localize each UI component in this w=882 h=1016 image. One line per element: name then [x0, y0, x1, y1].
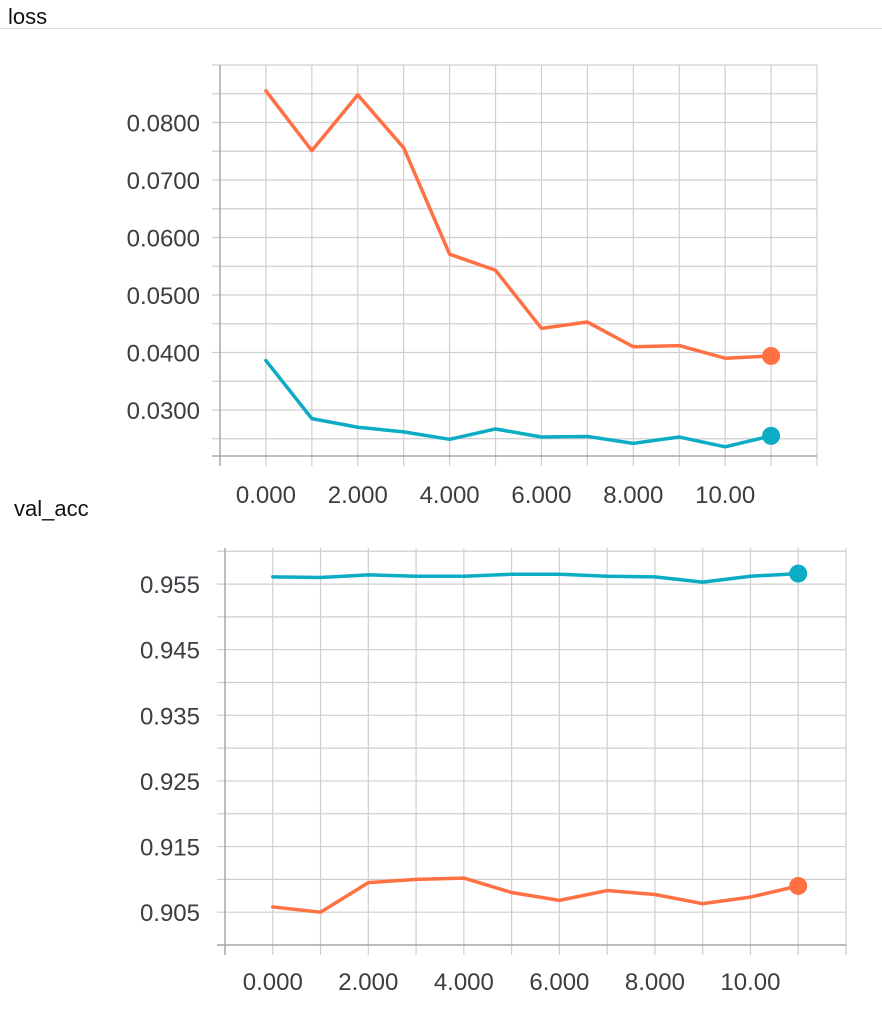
x-tick-label: 4.000 [434, 969, 494, 996]
series-endpoint-validation [762, 426, 781, 445]
series-endpoint-train [762, 346, 781, 365]
series-line-validation [271, 571, 800, 584]
y-tick-label: 0.0700 [127, 168, 200, 195]
x-tick-label: 8.000 [625, 969, 685, 996]
y-tick-label: 0.955 [140, 572, 200, 599]
x-tick-label: 4.000 [420, 482, 480, 509]
y-tick-label: 0.925 [140, 769, 200, 796]
y-tick-label: 0.915 [140, 835, 200, 862]
header-divider [0, 28, 882, 29]
x-tick-label: 10.00 [720, 969, 780, 996]
y-tick-label: 0.0400 [127, 341, 200, 368]
y-tick-label: 0.945 [140, 638, 200, 665]
series-line-train [271, 876, 800, 914]
y-tick-label: 0.935 [140, 703, 200, 730]
y-tick-label: 0.0600 [127, 226, 200, 253]
loss-chart: 0.0300 0.0400 0.0500 0.0600 0.0700 0.0800 0.00… [127, 64, 818, 509]
loss-chart-title: loss [8, 4, 48, 29]
x-tick-label: 0.000 [236, 482, 296, 509]
x-tick-label: 2.000 [328, 482, 388, 509]
x-tick-label: 0.000 [243, 969, 303, 996]
series-line-train [264, 89, 773, 360]
series-endpoint-train [789, 876, 808, 895]
x-tick-label: 6.000 [511, 482, 571, 509]
series-line-validation [264, 358, 773, 449]
x-tick-label: 8.000 [603, 482, 663, 509]
x-tick-label: 6.000 [529, 969, 589, 996]
val-acc-chart-title: val_acc [14, 496, 89, 521]
x-tick-label: 2.000 [338, 969, 398, 996]
series-endpoint-validation [789, 564, 808, 583]
val-acc-chart: 0.905 0.915 0.925 0.935 0.945 0.955 0.000 2.000… [140, 548, 847, 996]
x-tick-label: 10.00 [695, 482, 755, 509]
y-tick-label: 0.0500 [127, 283, 200, 310]
y-tick-label: 0.905 [140, 900, 200, 927]
y-tick-label: 0.0300 [127, 398, 200, 425]
y-tick-label: 0.0800 [127, 111, 200, 138]
